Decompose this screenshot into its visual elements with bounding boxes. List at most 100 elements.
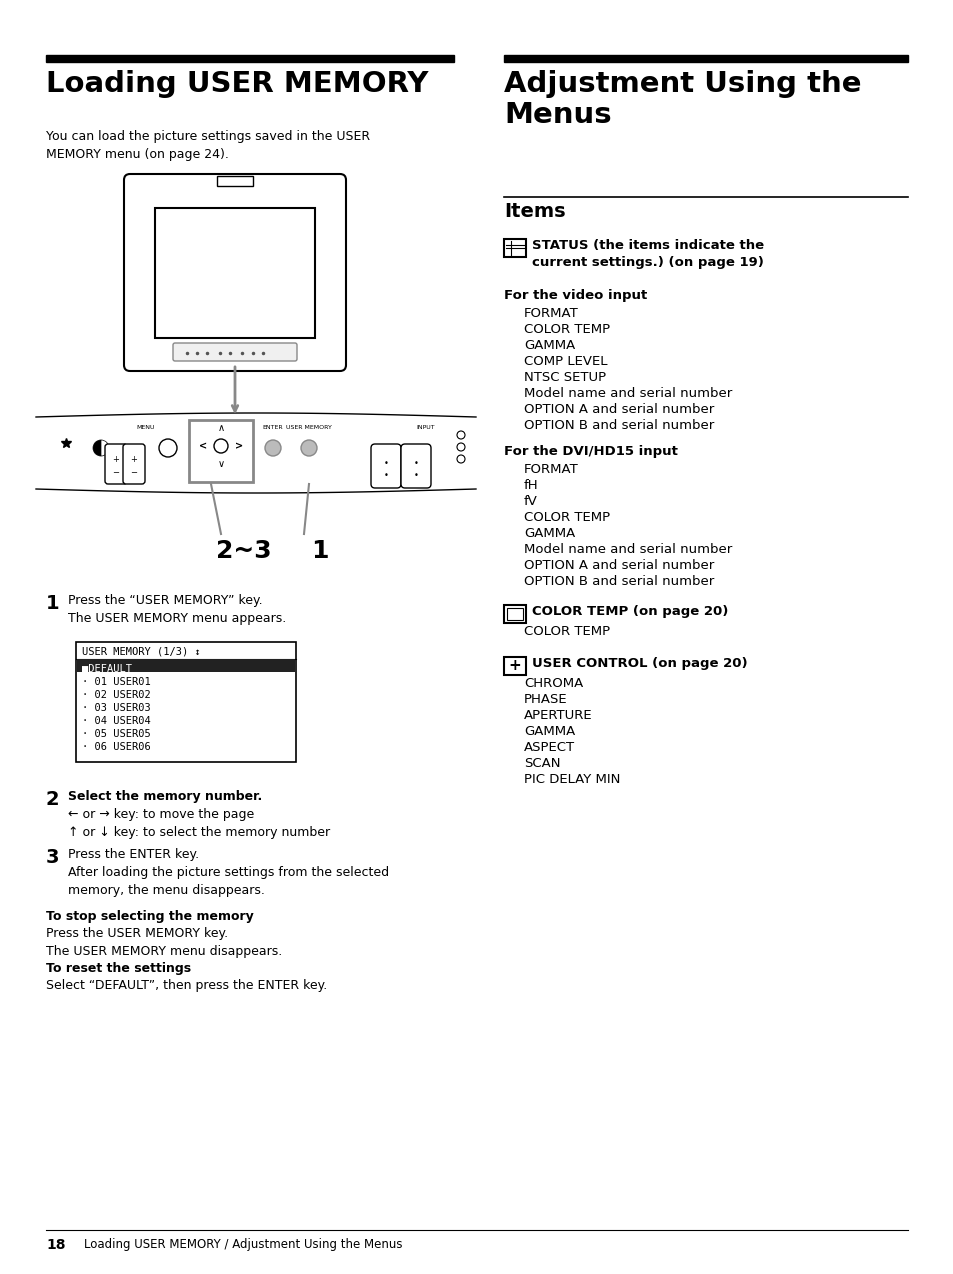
Text: ← or → key: to move the page
↑ or ↓ key: to select the memory number: ← or → key: to move the page ↑ or ↓ key:…	[68, 808, 330, 840]
Text: You can load the picture settings saved in the USER
MEMORY menu (on page 24).: You can load the picture settings saved …	[46, 130, 370, 161]
Text: CHROMA: CHROMA	[523, 676, 582, 691]
Text: Loading USER MEMORY / Adjustment Using the Menus: Loading USER MEMORY / Adjustment Using t…	[84, 1238, 402, 1251]
Text: GAMMA: GAMMA	[523, 339, 575, 352]
Bar	[503, 240, 525, 257]
Text: OPTION B and serial number: OPTION B and serial number	[523, 419, 714, 432]
FancyBboxPatch shape	[124, 175, 346, 371]
Text: ∧: ∧	[217, 423, 224, 433]
Text: •: •	[414, 459, 418, 468]
Text: · 03 USER03: · 03 USER03	[82, 703, 151, 713]
Text: · 06 USER06: · 06 USER06	[82, 741, 151, 752]
Text: USER CONTROL (on page 20): USER CONTROL (on page 20)	[532, 657, 747, 670]
Circle shape	[265, 440, 281, 456]
Text: · 01 USER01: · 01 USER01	[82, 676, 151, 687]
Text: For the video input: For the video input	[503, 289, 646, 302]
Text: 1: 1	[46, 594, 59, 613]
Text: FORMAT: FORMAT	[523, 462, 578, 476]
Text: GAMMA: GAMMA	[523, 527, 575, 540]
Text: +: +	[112, 455, 119, 464]
Bar	[506, 608, 522, 620]
Text: Press the “USER MEMORY” key.
The USER MEMORY menu appears.: Press the “USER MEMORY” key. The USER ME…	[68, 594, 286, 626]
Text: +: +	[131, 455, 137, 464]
Text: ENTER: ENTER	[262, 426, 283, 431]
Text: ASPECT: ASPECT	[523, 741, 575, 754]
Text: · 02 USER02: · 02 USER02	[82, 691, 151, 699]
Text: Loading USER MEMORY: Loading USER MEMORY	[46, 70, 428, 98]
FancyBboxPatch shape	[172, 343, 296, 361]
Text: +: +	[508, 659, 521, 674]
Polygon shape	[36, 413, 476, 493]
Text: ∨: ∨	[217, 459, 224, 469]
Text: fH: fH	[523, 479, 538, 492]
Bar	[503, 605, 525, 623]
Text: ■DEFAULT: ■DEFAULT	[82, 664, 132, 674]
FancyBboxPatch shape	[371, 445, 400, 488]
Text: Press the ENTER key.
After loading the picture settings from the selected
memory: Press the ENTER key. After loading the p…	[68, 848, 389, 897]
Text: −: −	[112, 469, 119, 478]
Text: NTSC SETUP: NTSC SETUP	[523, 371, 605, 383]
Text: 2~3: 2~3	[215, 539, 272, 563]
Text: · 05 USER05: · 05 USER05	[82, 729, 151, 739]
Wedge shape	[101, 440, 109, 456]
Text: >: >	[234, 441, 243, 451]
Text: fV: fV	[523, 496, 537, 508]
Text: PIC DELAY MIN: PIC DELAY MIN	[523, 773, 619, 786]
Text: SCAN: SCAN	[523, 757, 560, 769]
Text: COLOR TEMP: COLOR TEMP	[523, 324, 610, 336]
Wedge shape	[92, 440, 101, 456]
FancyBboxPatch shape	[400, 445, 431, 488]
FancyBboxPatch shape	[123, 445, 145, 484]
Text: Model name and serial number: Model name and serial number	[523, 543, 732, 555]
Text: Select the memory number.: Select the memory number.	[68, 790, 262, 803]
Text: GAMMA: GAMMA	[523, 725, 575, 738]
Text: 18: 18	[46, 1238, 66, 1252]
Text: FORMAT: FORMAT	[523, 307, 578, 320]
Circle shape	[213, 440, 228, 454]
Bar	[503, 55, 907, 62]
FancyBboxPatch shape	[105, 445, 127, 484]
Text: APERTURE: APERTURE	[523, 710, 592, 722]
Bar	[76, 642, 295, 762]
Circle shape	[301, 440, 316, 456]
Bar	[216, 176, 253, 186]
Bar	[46, 55, 454, 62]
Text: −: −	[131, 469, 137, 478]
Text: Items: Items	[503, 203, 565, 220]
Bar	[77, 659, 294, 671]
Bar	[154, 208, 314, 338]
Text: Adjustment Using the
Menus: Adjustment Using the Menus	[503, 70, 861, 129]
Text: USER MEMORY (1/3) ↕: USER MEMORY (1/3) ↕	[82, 646, 200, 656]
Text: OPTION B and serial number: OPTION B and serial number	[523, 575, 714, 589]
Text: PHASE: PHASE	[523, 693, 567, 706]
Text: · 04 USER04: · 04 USER04	[82, 716, 151, 726]
Text: 2: 2	[46, 790, 59, 809]
Bar	[503, 657, 525, 675]
Text: USER MEMORY: USER MEMORY	[286, 426, 332, 431]
Text: INPUT: INPUT	[416, 426, 435, 431]
Text: MENU: MENU	[136, 426, 155, 431]
Text: COLOR TEMP (on page 20): COLOR TEMP (on page 20)	[532, 605, 727, 618]
Text: To reset the settings: To reset the settings	[46, 962, 191, 975]
Text: •: •	[383, 470, 388, 479]
Text: OPTION A and serial number: OPTION A and serial number	[523, 559, 714, 572]
Bar	[189, 420, 253, 482]
Text: COLOR TEMP: COLOR TEMP	[523, 511, 610, 524]
Text: COLOR TEMP: COLOR TEMP	[523, 626, 610, 638]
Circle shape	[456, 443, 464, 451]
Text: 1: 1	[311, 539, 328, 563]
Circle shape	[456, 431, 464, 440]
Text: OPTION A and serial number: OPTION A and serial number	[523, 403, 714, 417]
Text: •: •	[383, 459, 388, 468]
Text: To stop selecting the memory: To stop selecting the memory	[46, 910, 253, 922]
Text: COMP LEVEL: COMP LEVEL	[523, 355, 607, 368]
Circle shape	[456, 455, 464, 462]
Text: STATUS (the items indicate the
current settings.) (on page 19): STATUS (the items indicate the current s…	[532, 240, 763, 269]
Text: 3: 3	[46, 848, 59, 868]
Text: Press the USER MEMORY key.
The USER MEMORY menu disappears.: Press the USER MEMORY key. The USER MEMO…	[46, 927, 282, 958]
Circle shape	[159, 440, 177, 457]
Text: <: <	[199, 441, 207, 451]
Text: •: •	[414, 470, 418, 479]
Text: Model name and serial number: Model name and serial number	[523, 387, 732, 400]
Text: For the DVI/HD15 input: For the DVI/HD15 input	[503, 445, 678, 457]
Text: Select “DEFAULT”, then press the ENTER key.: Select “DEFAULT”, then press the ENTER k…	[46, 978, 327, 992]
